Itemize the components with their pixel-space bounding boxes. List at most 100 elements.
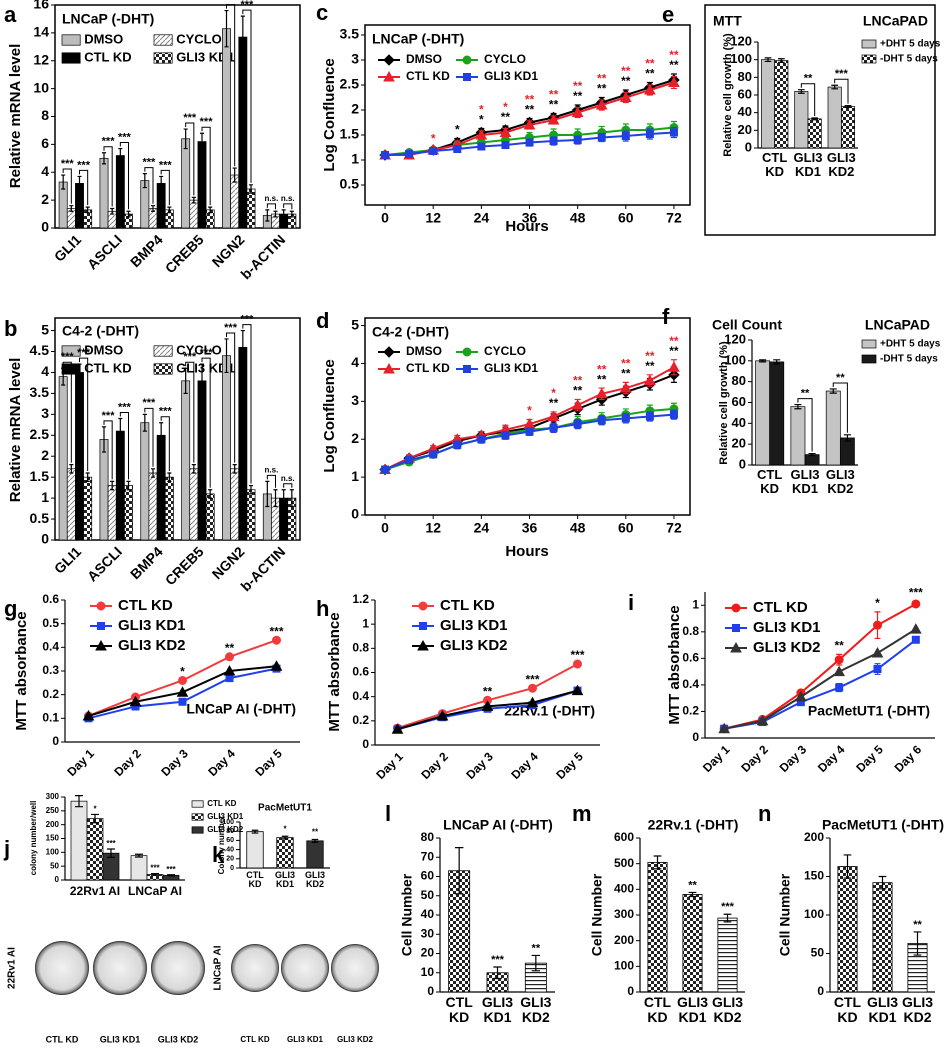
x-tick-label-box: GLI3 KD1	[794, 151, 823, 178]
significance-label: ***	[118, 131, 132, 143]
marker	[549, 423, 558, 432]
error-bar	[159, 175, 164, 191]
error-bar	[240, 15, 245, 59]
panel-letter: i	[628, 590, 634, 615]
y-tick-label: 20	[421, 946, 435, 960]
y-axis-label: Colony number	[217, 816, 226, 875]
significance-label: *	[875, 596, 880, 610]
legend-label: CTL KD	[440, 597, 495, 614]
legend-label: GLI3 KD1	[484, 69, 538, 83]
legend-swatch	[61, 34, 81, 46]
marker	[645, 130, 654, 138]
marker	[873, 620, 882, 630]
y-tick-label: 0	[55, 875, 60, 884]
significance-bracket	[79, 169, 89, 206]
marker	[453, 440, 462, 449]
y-axis-label: Relative cell growth (%)	[718, 341, 730, 465]
error-bar	[101, 152, 107, 165]
error-bar	[208, 206, 213, 214]
error-bar	[831, 84, 838, 90]
error-bar	[135, 853, 143, 858]
bar	[99, 439, 109, 541]
y-tick-label: 0.6	[682, 651, 699, 665]
marker	[129, 695, 142, 707]
x-tick-label: b-ACTIN	[237, 231, 288, 282]
marker	[453, 145, 462, 153]
dish	[93, 941, 147, 995]
significance-label: **	[597, 362, 607, 376]
marker	[571, 106, 584, 117]
y-tick-label: 80	[226, 828, 234, 835]
y-tick-label: 3	[41, 405, 49, 421]
x-tick-label: Day 3	[777, 742, 810, 775]
legend-marker	[463, 365, 471, 373]
legend-label: DMSO	[84, 342, 123, 357]
chart-title: C4-2 (-DHT)	[372, 324, 449, 340]
legend-marker	[732, 624, 740, 632]
significance-label: ***	[491, 954, 505, 966]
x-tick-label: 72	[666, 520, 682, 536]
significance-label: ***	[150, 864, 160, 873]
dish	[35, 941, 89, 995]
y-tick-label: 70	[421, 849, 435, 863]
significance-label: *	[551, 386, 556, 400]
error-bar	[224, 338, 229, 374]
y-tick-label: 60	[738, 86, 752, 101]
legend-label: CTL KD	[207, 799, 236, 808]
legend-label: GLI3 KD2	[753, 639, 821, 656]
dish-side-label: 22Rv1 AI	[7, 947, 18, 989]
y-tick-label: 120	[724, 331, 746, 346]
error-bar	[118, 147, 123, 164]
marker	[549, 137, 558, 145]
x-tick-label: GLI3 KD1	[481, 995, 514, 1025]
significance-label: ***	[200, 347, 214, 359]
marker	[644, 83, 656, 95]
plot-frame	[364, 317, 691, 516]
error-bar	[224, 9, 229, 48]
error-bar	[191, 196, 196, 204]
x-tick-label: GLI3 KD1	[790, 468, 820, 496]
error-bar	[289, 210, 294, 218]
panel-letter: d	[316, 308, 329, 333]
chart-title: LNCaP (-DHT)	[62, 11, 154, 27]
significance-label: ***	[269, 624, 283, 638]
bar	[682, 894, 703, 993]
significance-label: **	[645, 67, 655, 81]
significance-label: **	[597, 82, 607, 96]
y-tick-label: 150	[804, 869, 824, 883]
y-tick-label: 0	[692, 730, 699, 744]
marker	[499, 126, 512, 137]
bar	[115, 155, 125, 229]
legend-label: GLI3 KD1	[440, 617, 508, 634]
legend-label: CTL KD	[118, 597, 173, 614]
y-tick-label: 1.5	[340, 126, 360, 142]
y-tick-label: 0.4	[42, 640, 59, 654]
x-tick-label: 22Rv1 AI	[70, 884, 120, 898]
legend-swatch	[153, 34, 173, 46]
y-tick-label: 60	[732, 394, 746, 409]
x-axis-label: Hours	[505, 218, 548, 235]
x-tick-label: GLI3 KD2	[825, 468, 855, 496]
significance-label: **	[669, 334, 679, 348]
significance-bracket	[283, 203, 293, 210]
y-tick-label: 100	[724, 352, 746, 367]
y-tick-label: 20	[732, 436, 746, 451]
y-tick-label: 1	[692, 597, 699, 611]
x-tick-label: CTL KD	[246, 871, 264, 890]
bar	[164, 476, 174, 541]
error-bar	[208, 489, 213, 499]
y-tick-label: 40	[732, 415, 746, 430]
significance-bracket	[144, 407, 154, 467]
x-tick-label: 48	[570, 520, 586, 536]
panel-letter: a	[4, 2, 17, 27]
error-bar	[843, 854, 852, 879]
marker	[619, 91, 632, 102]
bar	[238, 36, 248, 229]
significance-label: ***	[61, 351, 75, 363]
x-tick-label: CTL KD	[762, 151, 788, 179]
x-tick-label-box: GLI3 KD2	[827, 151, 856, 178]
error-bar	[759, 359, 767, 363]
y-axis-label: Relative mRNA level	[7, 358, 24, 503]
legend-marker	[462, 55, 472, 65]
